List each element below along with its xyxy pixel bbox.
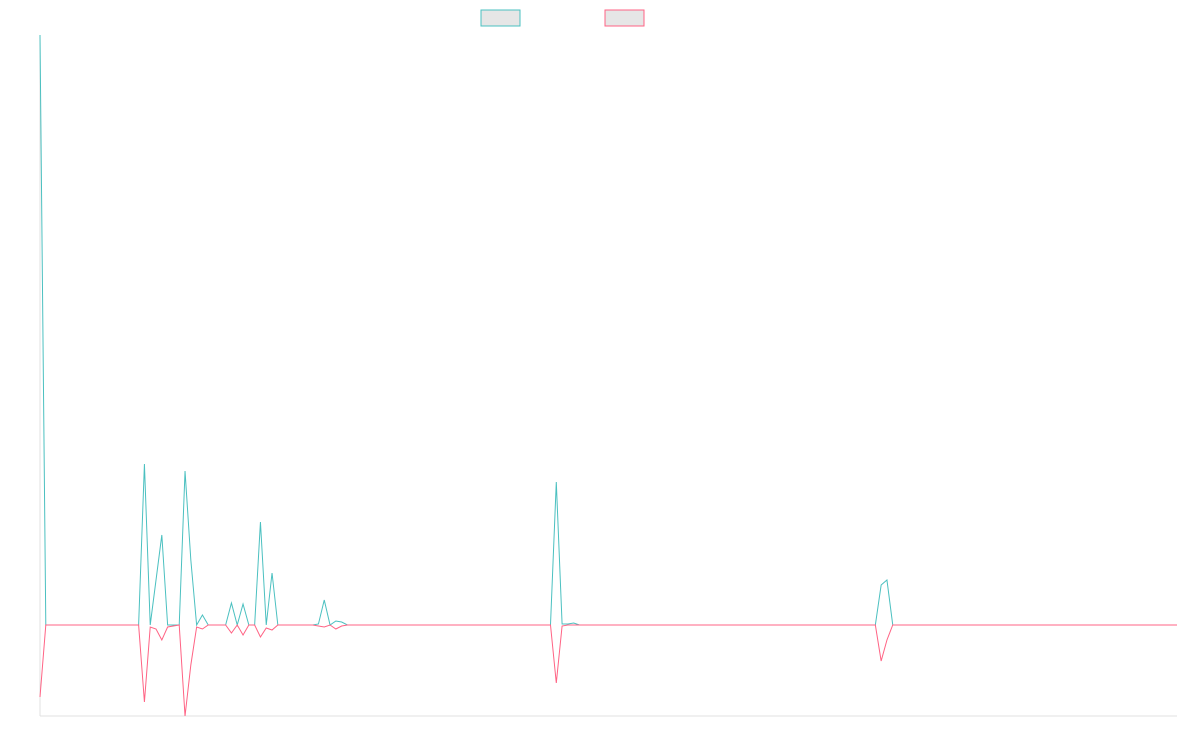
series-line — [39, 34, 1177, 627]
legend-swatch[interactable] — [604, 9, 645, 27]
series-line — [39, 624, 1177, 717]
legend-swatch[interactable] — [480, 9, 521, 27]
